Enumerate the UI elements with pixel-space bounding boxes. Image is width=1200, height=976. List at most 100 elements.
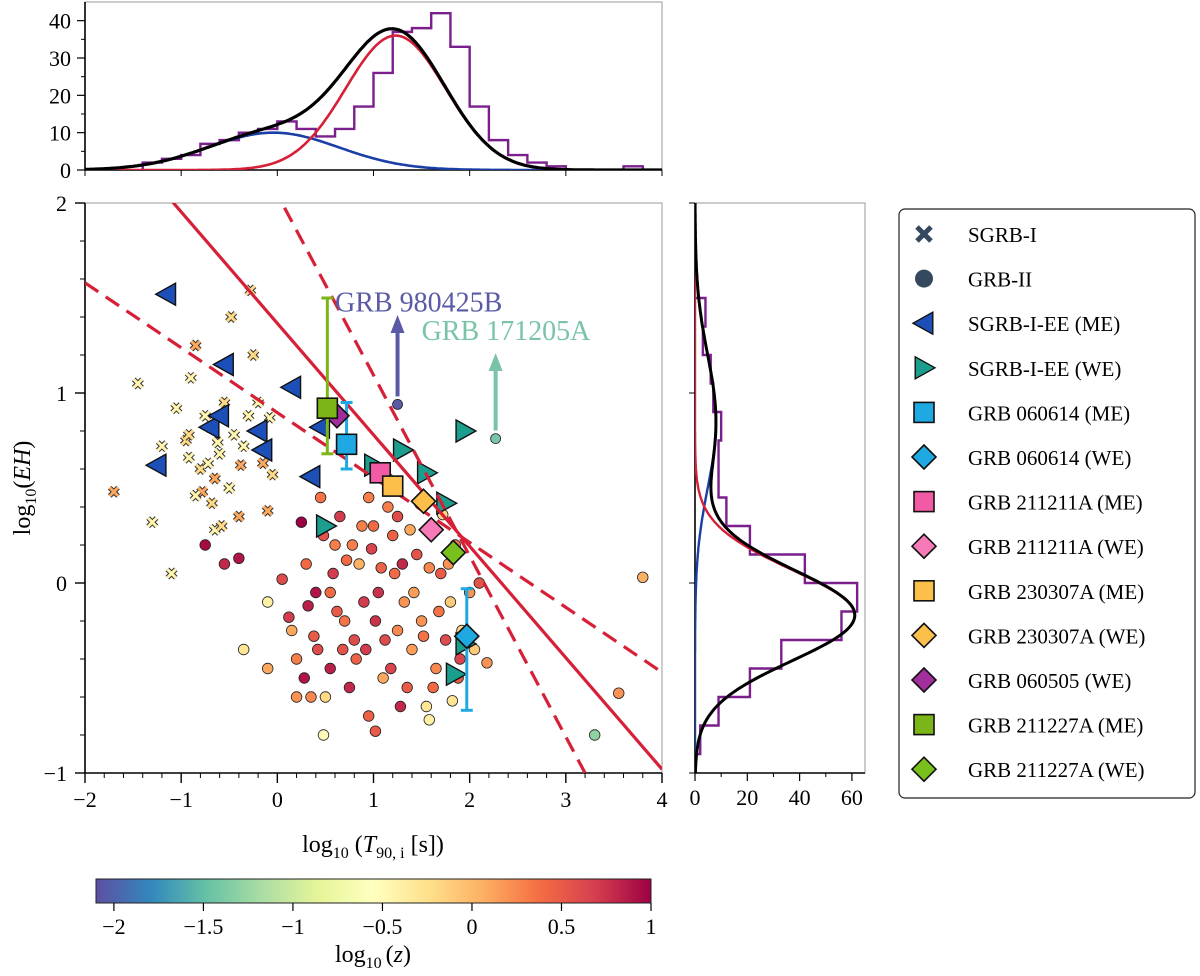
legend-label: GRB 060614 (ME) [968, 401, 1130, 425]
sgrb-i-point [261, 504, 274, 517]
grb-ii-point [337, 643, 349, 656]
y-tick-label: 0 [56, 571, 67, 596]
sgrb-i-ee-we-point [455, 418, 478, 444]
legend-square-icon [913, 713, 935, 736]
colorbar-tick-label: −1.5 [183, 914, 223, 939]
grb-ii-point [406, 643, 418, 656]
colorbar-tick-label: −2 [102, 914, 125, 939]
right-histogram-x-axis: 0 20 40 60 [689, 202, 865, 810]
special-diamond-point [418, 516, 445, 543]
grb-ii-point [433, 605, 445, 618]
sgrb-i-stroke-fill [132, 378, 144, 389]
legend-triangle-right-icon [914, 355, 937, 380]
grb-ii-point [262, 662, 274, 675]
legend-diamond-icon [910, 533, 938, 560]
right-x-tick-label: 20 [736, 785, 758, 810]
sgrb-i-stroke-fill [214, 448, 225, 460]
top-histogram-y-axis: 0 10 20 30 40 [49, 2, 663, 183]
grb-ii-point [346, 539, 359, 551]
legend-label: GRB 230307A (WE) [968, 624, 1145, 648]
sgrb-i-stroke-fill [183, 429, 195, 441]
sgrb-i-ee-we-point [315, 513, 338, 539]
x-tick-label: 4 [657, 787, 668, 812]
legend-label: SGRB-I [968, 223, 1037, 247]
sgrb-i-stroke-fill [267, 469, 278, 480]
colorbar-tick-label: 1 [646, 914, 657, 939]
sgrb-i-point [182, 451, 195, 464]
grb-ii-point [276, 573, 288, 585]
sgrb-i-point [225, 311, 238, 323]
sgrb-i-point [208, 472, 221, 485]
sgrb-i-stroke-fill [212, 437, 223, 448]
x-tick-label: −2 [73, 787, 96, 812]
legend-label: GRB 211211A (WE) [968, 535, 1144, 559]
sgrb-i-ee-me-point [197, 415, 220, 440]
special-diamond-point [453, 623, 480, 650]
grb-ii-point [385, 662, 397, 675]
legend-entry: GRB 060614 (WE) [910, 443, 1131, 471]
sgrb-i-point [170, 402, 183, 415]
grb-ii-point [379, 634, 391, 646]
grb-ii-point [283, 611, 295, 623]
top-y-tick-label: 20 [49, 83, 71, 108]
legend-entry: GRB 211211A (WE) [910, 533, 1144, 560]
special-square-point [335, 433, 358, 456]
sgrb-i-ee-me-point [212, 352, 234, 377]
legend-entry: GRB-II [915, 268, 1032, 292]
legend-diamond-icon [910, 443, 938, 471]
sgrb-i-point [189, 489, 202, 502]
y-tick-label: −1 [44, 761, 67, 786]
x-label-close: ) [436, 832, 444, 858]
sgrb-i-point [256, 457, 269, 470]
sgrb-i-stroke-fill [225, 311, 237, 323]
sgrb-i-stroke-fill [243, 410, 254, 422]
grb-ii-point [218, 558, 231, 570]
grb-ii-point [420, 700, 433, 713]
grb-ii-point [423, 714, 435, 726]
grb-ii-point [375, 562, 387, 574]
legend-entry: GRB 060614 (ME) [913, 401, 1130, 425]
legend-entry: SGRB-I-EE (ME) [911, 311, 1120, 336]
sgrb-i-stroke-fill [147, 516, 158, 528]
right-total-curve [695, 203, 857, 773]
grb-ii-point [408, 586, 420, 599]
special-grb-points [316, 296, 480, 712]
legend-entry: GRB 230307A (WE) [910, 622, 1145, 649]
sgrb-i-ee-me-point [298, 464, 321, 489]
sgrb-i-stroke-fill [166, 568, 177, 579]
grb-ii-point [312, 643, 324, 656]
sgrb-i-point [184, 371, 197, 384]
grb-ii-point [435, 567, 447, 580]
sgrb-i-point [213, 447, 226, 460]
grb-ii-point [290, 653, 303, 665]
legend-entry: GRB 230307A (ME) [913, 579, 1144, 604]
colorbar-label-subscript: 10 [366, 955, 382, 972]
sgrb-i-point [182, 428, 195, 441]
annotation-arrow-head [488, 353, 503, 371]
grb-ii-point [401, 681, 413, 694]
x-label-open: ( [355, 832, 363, 858]
grb-ii-point [415, 615, 428, 627]
grb-ii-point [302, 600, 314, 612]
legend-diamond-icon [910, 666, 938, 694]
annotation-label: GRB 980425B [335, 287, 502, 318]
legend-square-icon [913, 579, 935, 602]
grb-ii-point [308, 630, 320, 642]
main-fit-lines [85, 203, 662, 773]
grb-ii-point [637, 571, 649, 584]
upper-bound-line [85, 281, 662, 674]
grb-ii-point [324, 662, 336, 675]
sgrb-i-ee-we-point [416, 460, 439, 485]
grb-ii-point [290, 691, 303, 703]
sgrb-i-point [202, 457, 215, 470]
sgrb-i-stroke-fill [219, 397, 230, 408]
grb-ii-point [444, 596, 457, 608]
sgrb-i-point [223, 482, 236, 494]
grb-ii-point [237, 643, 250, 656]
sgrb-i-stroke-fill [216, 520, 227, 532]
right-histogram-curves [695, 203, 857, 773]
grb-ii-point [365, 543, 378, 555]
